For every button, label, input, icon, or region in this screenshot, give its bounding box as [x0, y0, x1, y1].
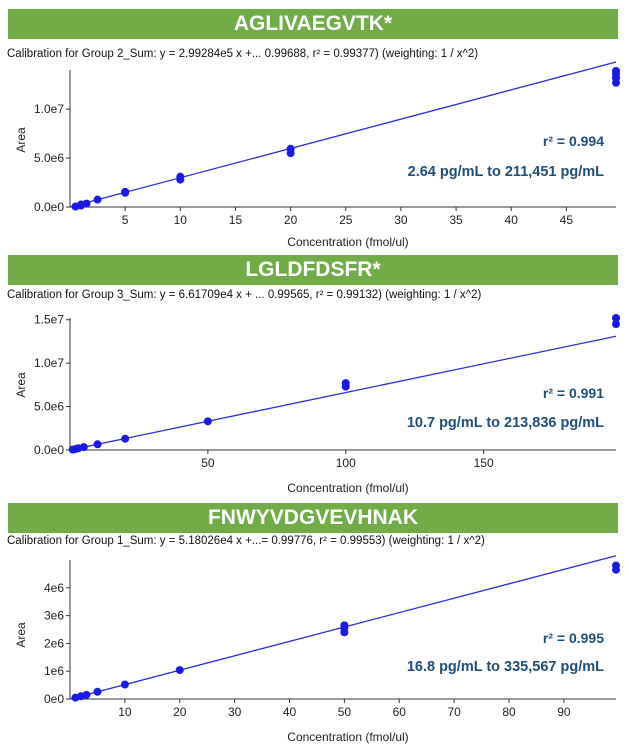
data-point — [612, 314, 620, 322]
data-point — [120, 680, 129, 689]
y-axis-label: Area — [14, 372, 28, 398]
data-point — [612, 320, 620, 329]
panel-2-scatter-plot: 0.0e0 5.0e6 1.0e7 1.5e7 50 100 150 Area Concentr… — [14, 313, 620, 495]
x-tick-label: 20 — [173, 705, 187, 719]
data-point — [121, 434, 130, 443]
x-tick-label: 25 — [339, 213, 353, 227]
x-axis-label: Concentration (fmol/ul) — [287, 235, 408, 249]
panel-2-title-banner: LGLDFDSFR* — [8, 255, 618, 285]
data-point — [121, 187, 130, 196]
data-point — [286, 144, 295, 153]
fit-line — [69, 61, 617, 208]
x-tick-label: 100 — [336, 456, 356, 470]
data-point — [82, 690, 91, 699]
y-axis-label: Area — [14, 622, 28, 648]
y-tick-label: 1.0e7 — [34, 102, 64, 116]
calibration-panel-3: FNWYVDGVEVHNAK Calibration for Group 1_S… — [0, 500, 629, 753]
x-tick-label: 40 — [283, 705, 297, 719]
fit-line — [69, 335, 617, 451]
x-tick-label: 80 — [502, 705, 516, 719]
y-tick-label: 2e6 — [44, 636, 64, 650]
y-tick-label: 4e6 — [44, 581, 64, 595]
data-point — [93, 195, 102, 204]
calibration-panel-2: LGLDFDSFR* Calibration for Group 3_Sum: … — [0, 250, 629, 500]
range-annotation: 10.7 pg/mL to 213,836 pg/mL — [407, 415, 604, 431]
x-tick-label: 35 — [449, 213, 463, 227]
x-axis-label: Concentration (fmol/ul) — [287, 481, 408, 495]
range-annotation: 2.64 pg/mL to 211,451 pg/mL — [408, 164, 605, 180]
x-tick-label: 20 — [284, 213, 298, 227]
y-tick-label: 0.0e0 — [34, 443, 64, 457]
y-tick-label: 1.0e7 — [34, 356, 64, 370]
y-tick-label: 5.0e6 — [34, 400, 64, 414]
y-tick-label: 0.0e0 — [34, 200, 64, 214]
x-tick-label: 40 — [505, 213, 519, 227]
data-point — [341, 379, 350, 388]
y-tick-label: 3e6 — [44, 609, 64, 623]
data-point — [93, 440, 102, 449]
x-tick-label: 45 — [560, 213, 574, 227]
panel-3-title-banner: FNWYVDGVEVHNAK — [8, 503, 618, 533]
data-point — [79, 443, 88, 452]
x-tick-label: 15 — [229, 213, 243, 227]
x-tick-label: 50 — [201, 456, 215, 470]
data-point — [612, 561, 620, 570]
data-point — [175, 666, 184, 675]
panel-1-scatter-plot: 0.0e0 5.0e6 1.0e7 5 10 15 20 25 30 35 40 45 Area Conc… — [14, 61, 620, 249]
x-tick-label: 5 — [122, 213, 129, 227]
x-tick-label: 70 — [447, 705, 461, 719]
y-tick-label: 1e6 — [44, 664, 64, 678]
x-tick-label: 50 — [338, 705, 352, 719]
x-tick-label: 10 — [118, 705, 132, 719]
calibration-panel-1: AGLIVAEGVTK* Calibration for Group 2_Sum… — [0, 0, 629, 250]
r-squared-annotation: r² = 0.995 — [543, 630, 604, 646]
x-tick-label: 150 — [474, 456, 494, 470]
panel-2-calibration-caption: Calibration for Group 3_Sum: y = 6.61709… — [7, 289, 482, 301]
panel-3-calibration-caption: Calibration for Group 1_Sum: y = 5.18026… — [7, 535, 485, 547]
x-tick-label: 30 — [394, 213, 408, 227]
panel-1-title-banner: AGLIVAEGVTK* — [8, 9, 618, 39]
data-point — [93, 687, 102, 696]
x-axis-label: Concentration (fmol/ul) — [287, 730, 408, 744]
data-point — [176, 172, 185, 181]
data-point — [340, 621, 349, 630]
x-tick-label: 90 — [557, 705, 571, 719]
y-tick-label: 0e0 — [44, 692, 64, 706]
panel-1-calibration-caption: Calibration for Group 2_Sum: y = 2.99284… — [7, 48, 479, 60]
r-squared-annotation: r² = 0.991 — [543, 385, 604, 401]
range-annotation: 16.8 pg/mL to 335,567 pg/mL — [407, 659, 604, 675]
panel-3-scatter-plot: 0e0 1e6 2e6 3e6 4e6 10 20 30 40 50 60 70 80 90 Area Con… — [14, 555, 620, 744]
y-tick-label: 1.5e7 — [34, 313, 64, 327]
data-point — [82, 199, 91, 208]
x-tick-label: 60 — [393, 705, 407, 719]
x-tick-label: 10 — [174, 213, 188, 227]
r-squared-annotation: r² = 0.994 — [543, 133, 604, 149]
x-tick-label: 30 — [228, 705, 242, 719]
y-tick-label: 5.0e6 — [34, 151, 64, 165]
data-point — [203, 417, 212, 426]
y-axis-label: Area — [14, 127, 28, 153]
data-point — [612, 66, 620, 75]
